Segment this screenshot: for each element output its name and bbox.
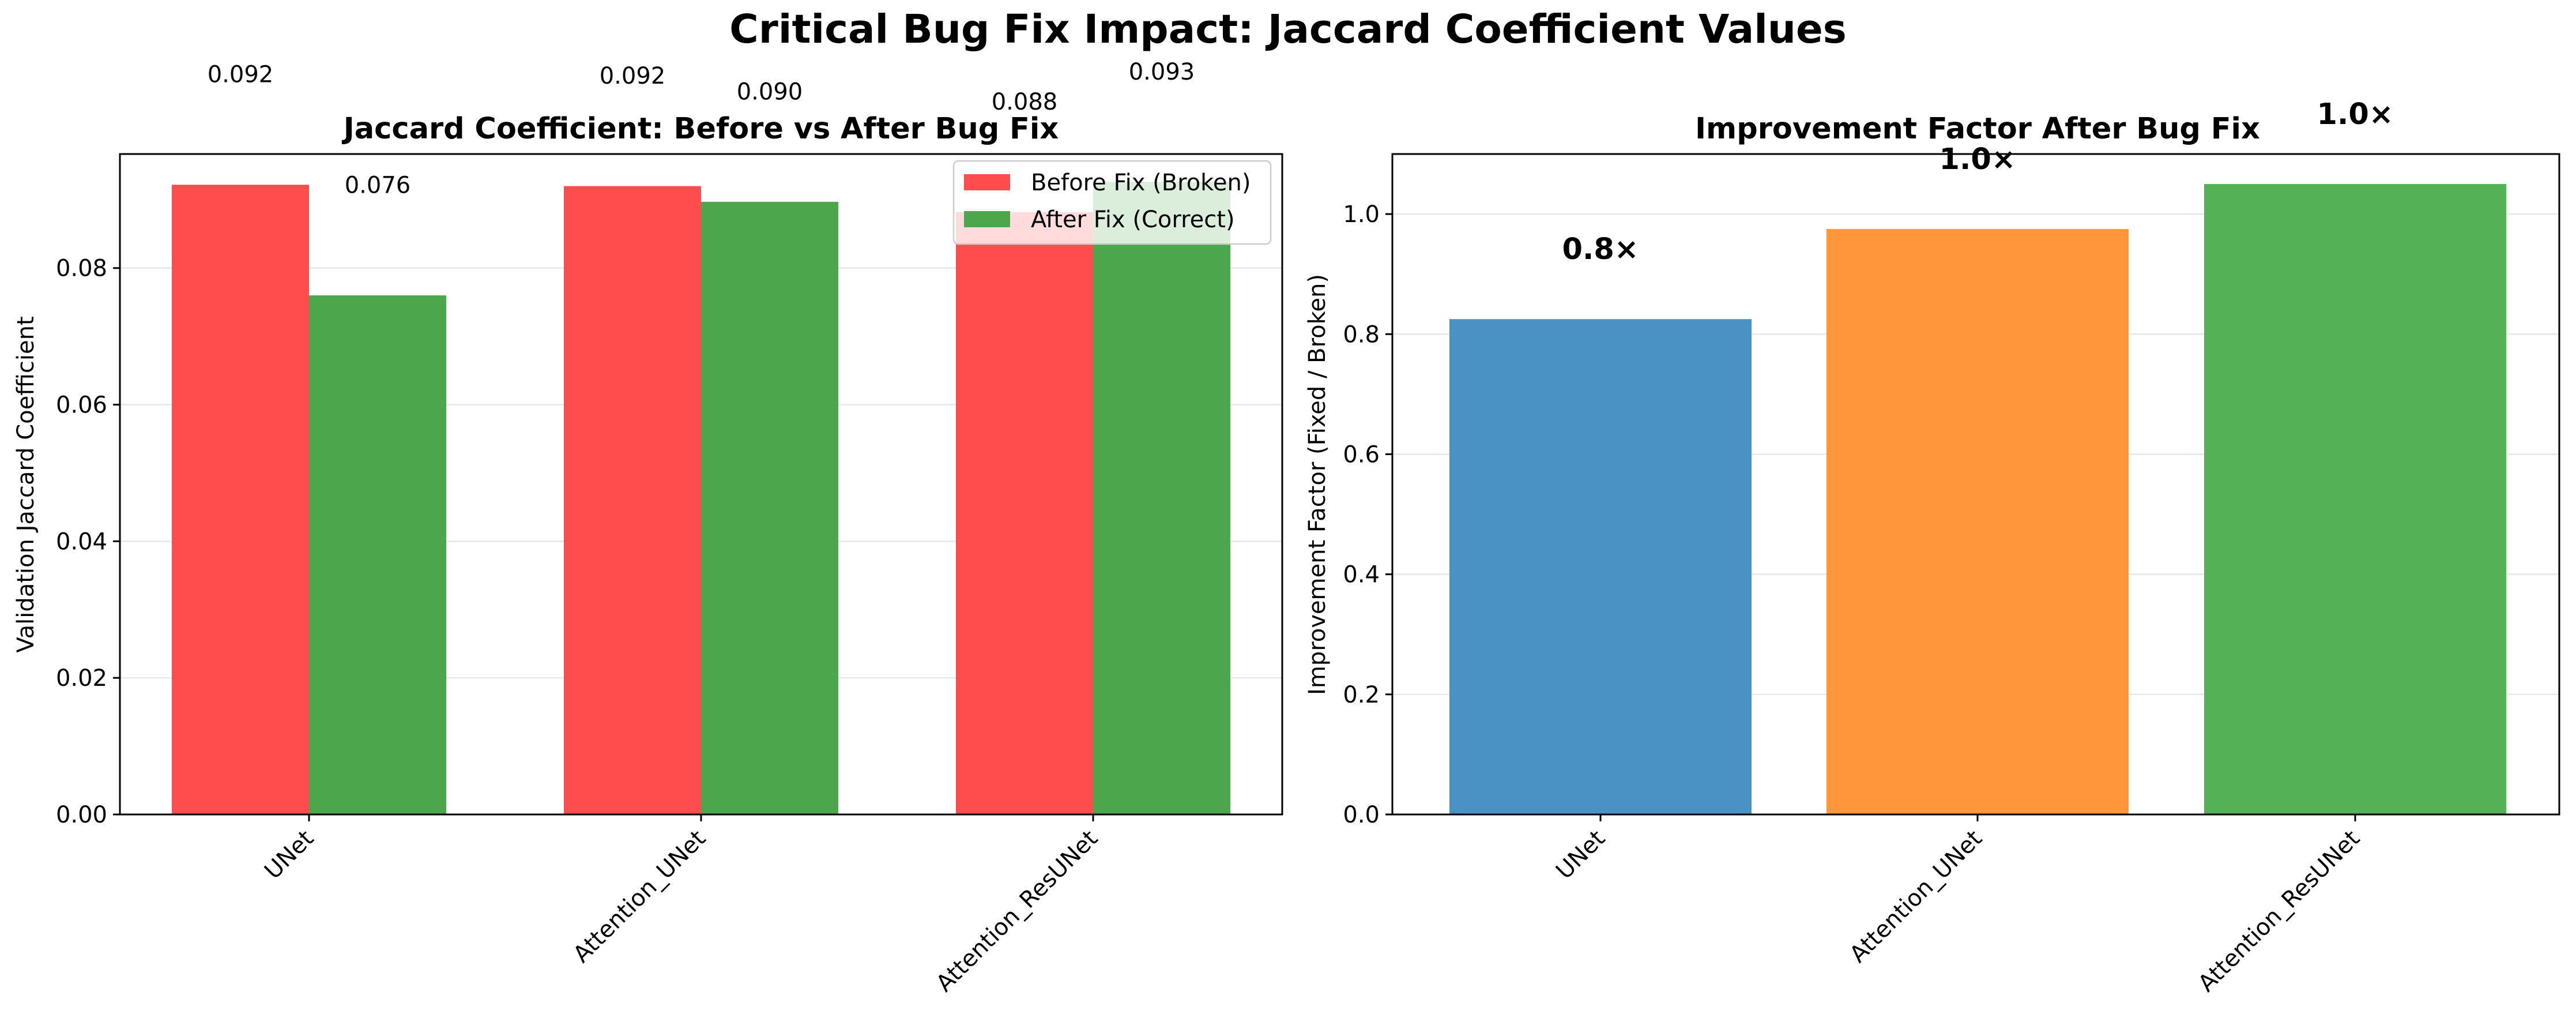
- bar-value-label: 1.0×: [2317, 97, 2393, 132]
- figure-title: Critical Bug Fix Impact: Jaccard Coeffic…: [729, 6, 1847, 52]
- bar: [1093, 182, 1230, 814]
- y-tick-label: 0.0: [1343, 802, 1380, 828]
- y-tick-label: 0.6: [1343, 441, 1380, 468]
- y-tick-label: 0.04: [56, 528, 107, 555]
- y-tick-label: 0.02: [56, 665, 107, 692]
- plot-frame: [1391, 153, 2560, 816]
- y-tick-label: 1.0: [1343, 201, 1380, 228]
- y-tick-label: 0.4: [1343, 562, 1380, 588]
- bar: [309, 295, 446, 814]
- bar-value-label: 0.088: [992, 89, 1058, 115]
- legend: Before Fix (Broken) After Fix (Correct): [952, 160, 1272, 245]
- y-tick-label: 0.2: [1343, 682, 1380, 708]
- y-tick-label: 0.8: [1343, 321, 1380, 348]
- bar-value-label: 1.0×: [1939, 142, 2016, 177]
- bar-value-label: 0.8×: [1562, 232, 1639, 266]
- bar-value-label: 0.093: [1129, 59, 1195, 85]
- chart-title: Jaccard Coefficient: Before vs After Bug…: [342, 112, 1059, 146]
- legend-swatch-after: [964, 211, 1010, 227]
- bar: [2204, 184, 2506, 815]
- y-tick-label: 0.06: [56, 392, 107, 419]
- bar-value-label: 0.076: [345, 172, 411, 198]
- y-axis-label: Improvement Factor (Fixed / Broken): [1304, 274, 1331, 695]
- bar: [956, 212, 1093, 814]
- legend-label-after: After Fix (Correct): [1031, 206, 1235, 233]
- bar: [1826, 229, 2129, 814]
- bar-value-label: 0.092: [600, 63, 666, 89]
- chart-title: Improvement Factor After Bug Fix: [1695, 112, 2260, 146]
- legend-frame: [952, 160, 1272, 245]
- bar: [701, 201, 838, 814]
- y-axis-label: Validation Jaccard Coefficient: [13, 316, 39, 652]
- y-tick-label: 0.00: [56, 802, 107, 828]
- legend-swatch-before: [964, 174, 1010, 190]
- bar: [564, 186, 701, 814]
- legend-label-before: Before Fix (Broken): [1031, 170, 1251, 196]
- bar-value-label: 0.092: [208, 62, 274, 88]
- bar: [172, 185, 309, 815]
- bar: [1449, 319, 1752, 814]
- bar-value-label: 0.090: [737, 78, 803, 105]
- y-tick-label: 0.08: [56, 256, 107, 282]
